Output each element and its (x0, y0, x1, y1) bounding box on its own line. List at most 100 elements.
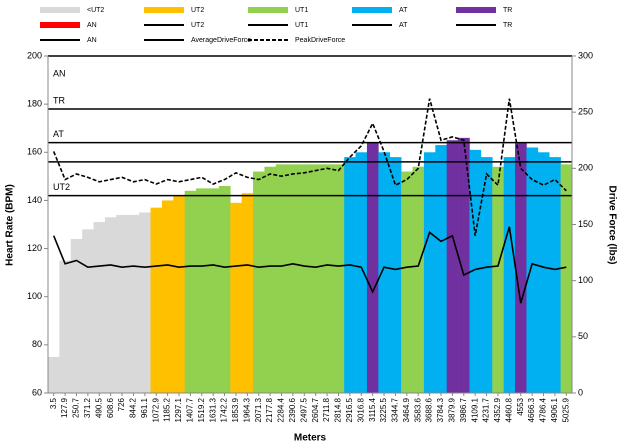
heart-rate-bar (401, 171, 413, 393)
heart-rate-bar (82, 229, 94, 393)
x-tick-label: 1407.7 (186, 397, 195, 422)
x-tick-label: 4460.8 (504, 397, 513, 422)
legend-label: PeakDriveForce (295, 37, 345, 44)
legend-label: AT (399, 7, 408, 14)
drive-force-line (52, 226, 567, 304)
y2-tick-label: 50 (578, 331, 588, 341)
legend-label: UT1 (295, 7, 308, 14)
heart-rate-bar (446, 140, 459, 393)
x-tick-label: 3.5 (49, 397, 58, 409)
y-tick-label: 80 (32, 339, 42, 349)
heart-rate-bar (139, 212, 151, 393)
x-tick-label: 2284.4 (277, 397, 286, 422)
x-tick-label: 2604.7 (311, 397, 320, 422)
heart-rate-bar (560, 164, 573, 393)
heart-rate-bar (469, 149, 482, 393)
y-axis-title: Heart Rate (BPM) (5, 184, 16, 266)
zone-label: AT (53, 129, 64, 139)
y-tick-label: 100 (27, 291, 42, 301)
x-axis-title: Meters (294, 433, 327, 444)
heart-rate-bar (458, 137, 470, 393)
x-tick-label: 127.9 (60, 397, 69, 418)
heart-rate-bar (93, 222, 106, 393)
heart-rate-bar (549, 157, 561, 393)
y2-tick-label: 150 (578, 219, 593, 229)
x-tick-label: 4786.4 (539, 397, 548, 422)
x-tick-label: 3464.9 (402, 397, 411, 422)
x-tick-label: 1185.2 (163, 397, 172, 421)
y2-axis-title: Drive Force (lbs) (606, 186, 617, 265)
heart-rate-bar (253, 171, 265, 393)
heart-rate-bar (150, 207, 163, 393)
heart-rate-bar (480, 157, 493, 393)
y-tick-label: 200 (27, 50, 42, 60)
y-tick-label: 180 (27, 99, 42, 109)
legend-swatch (144, 7, 184, 13)
x-tick-label: 4666.3 (527, 397, 536, 422)
x-tick-label: 3784.3 (436, 397, 445, 422)
heart-rate-bar (366, 142, 379, 393)
heart-rate-bar (332, 164, 345, 393)
x-tick-label: 1519.2 (197, 397, 206, 422)
x-tick-label: 4906.1 (550, 397, 559, 422)
legend-swatch (40, 22, 80, 28)
legend-label: AN (87, 37, 97, 44)
legend-label: AT (399, 22, 408, 29)
x-tick-label: 3879.9 (448, 397, 457, 422)
zone-label: AN (53, 68, 66, 78)
x-tick-label: 250.7 (72, 397, 81, 418)
y-tick-label: 120 (27, 243, 42, 253)
heart-rate-bar (161, 200, 174, 393)
x-tick-label: 4109.1 (470, 397, 479, 422)
x-tick-label: 3115.4 (368, 397, 377, 421)
heart-rate-bar (104, 217, 117, 393)
x-tick-label: 2071.3 (254, 397, 263, 422)
heart-rate-bar (492, 166, 504, 393)
heart-rate-bar (275, 164, 288, 393)
heart-rate-bar (344, 157, 356, 393)
x-tick-label: 2497.5 (299, 397, 308, 422)
heart-rate-bar (196, 188, 208, 393)
legend-label: <UT2 (87, 7, 104, 14)
heart-rate-bar (218, 185, 231, 393)
y2-tick-label: 100 (578, 275, 593, 285)
heart-rate-bar (207, 188, 220, 393)
heart-rate-bar (321, 164, 334, 393)
heart-rate-bar (241, 193, 254, 393)
heart-rate-bar (59, 260, 72, 393)
heart-rate-bar (526, 147, 539, 393)
x-tick-label: 4231.7 (482, 397, 491, 422)
heart-rate-bar (127, 214, 140, 393)
x-tick-label: 1742.2 (220, 397, 229, 422)
x-tick-label: 2177.8 (265, 397, 274, 422)
x-tick-label: 1631.3 (208, 397, 217, 422)
x-tick-label: 2814.8 (334, 397, 343, 422)
x-tick-label: 4352.9 (493, 397, 502, 422)
drive-force-line (52, 98, 567, 236)
legend-swatch (40, 7, 80, 13)
y-tick-label: 140 (27, 195, 42, 205)
heart-rate-bar (298, 164, 311, 393)
heart-rate-bar (310, 164, 322, 393)
x-tick-label: 2916.5 (345, 397, 354, 422)
heart-rate-bar (116, 214, 129, 393)
heart-rate-bar (435, 145, 447, 393)
legend-swatch (352, 7, 392, 13)
legend-swatch (248, 7, 288, 13)
x-tick-label: 3225.5 (379, 397, 388, 422)
x-tick-label: 2390.6 (288, 397, 297, 422)
heart-rate-bar (515, 142, 527, 393)
legend-label: UT2 (191, 22, 204, 29)
legend-label: TR (503, 7, 512, 14)
heart-rate-bar (173, 195, 185, 393)
x-tick-label: 3688.6 (425, 397, 434, 422)
heart-rate-bar (230, 202, 242, 393)
zone-label: TR (53, 95, 65, 105)
x-tick-label: 4553 (516, 397, 525, 415)
legend-label: UT1 (295, 22, 308, 29)
heart-rate-bar (389, 157, 402, 393)
x-tick-label: 490.5 (94, 397, 103, 418)
y2-tick-label: 250 (578, 107, 593, 117)
x-tick-label: 1853.9 (231, 397, 240, 422)
